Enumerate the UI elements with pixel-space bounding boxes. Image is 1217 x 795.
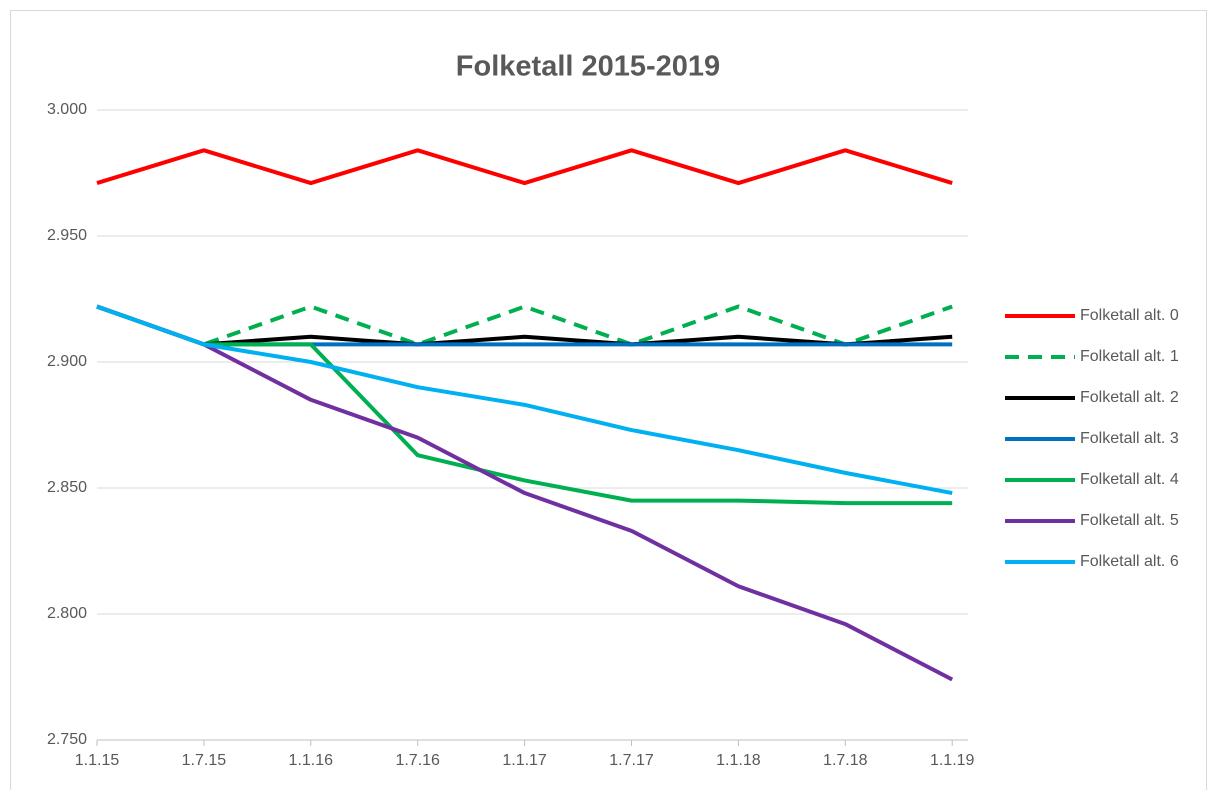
x-tick-label: 1.1.19 <box>930 752 975 769</box>
series-line <box>96 304 954 682</box>
y-tick-label: 3.000 <box>47 101 87 118</box>
series-line <box>96 148 953 186</box>
legend-label: Folketall alt. 2 <box>1080 389 1179 406</box>
legend-label: Folketall alt. 3 <box>1080 430 1179 447</box>
y-tick-label: 2.850 <box>47 479 87 496</box>
legend-label: Folketall alt. 6 <box>1080 553 1179 570</box>
x-tick-label: 1.7.17 <box>609 752 654 769</box>
series-line <box>96 304 953 347</box>
y-tick-label: 2.800 <box>47 605 87 622</box>
legend-label: Folketall alt. 1 <box>1080 348 1179 365</box>
series-line <box>96 304 953 347</box>
chart-frame <box>10 10 1207 795</box>
series-line <box>96 304 953 496</box>
y-tick-label: 2.900 <box>47 353 87 370</box>
x-tick-label: 1.7.15 <box>182 752 227 769</box>
x-tick-label: 1.7.18 <box>823 752 868 769</box>
chart-title: Folketall 2015-2019 <box>456 51 720 83</box>
series-line <box>96 304 953 506</box>
y-tick-label: 2.750 <box>47 731 87 748</box>
x-tick-label: 1.7.16 <box>395 752 440 769</box>
x-tick-label: 1.1.17 <box>502 752 547 769</box>
x-tick-label: 1.1.16 <box>289 752 334 769</box>
legend-label: Folketall alt. 5 <box>1080 512 1179 529</box>
x-tick-label: 1.1.15 <box>75 752 120 769</box>
x-tick-label: 1.1.18 <box>716 752 761 769</box>
y-tick-label: 2.950 <box>47 227 87 244</box>
legend-label: Folketall alt. 4 <box>1080 471 1179 488</box>
legend-label: Folketall alt. 0 <box>1080 307 1179 324</box>
